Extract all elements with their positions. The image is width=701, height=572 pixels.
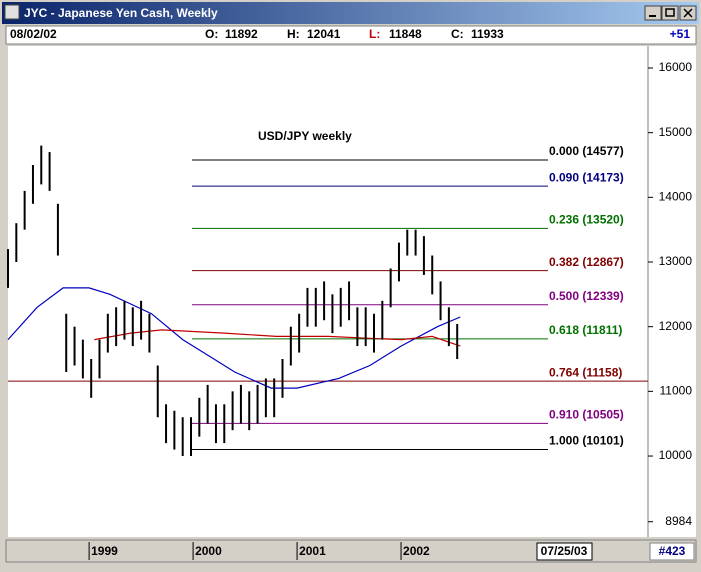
ohlc-label: L: bbox=[369, 27, 380, 41]
y-tick-label: 15000 bbox=[659, 125, 693, 139]
date-box-text: 07/25/03 bbox=[541, 544, 588, 558]
ohlc-value: 11892 bbox=[225, 27, 258, 41]
fib-label: 0.090 (14173) bbox=[549, 170, 624, 184]
fib-label: 0.764 (11158) bbox=[549, 365, 622, 379]
x-tick-label: 2000 bbox=[195, 544, 222, 558]
info-change: +51 bbox=[670, 27, 691, 41]
count-box bbox=[649, 542, 695, 561]
info-bar bbox=[5, 25, 697, 45]
y-axis-area bbox=[648, 46, 696, 537]
window-title: JYC - Japanese Yen Cash, Weekly bbox=[24, 6, 218, 20]
ohlc-value: 11848 bbox=[389, 27, 422, 41]
maximize-glyph bbox=[665, 8, 675, 17]
y-tick-label: 16000 bbox=[659, 60, 693, 74]
y-tick-label: 11000 bbox=[660, 384, 693, 398]
x-tick-label: 2002 bbox=[403, 544, 430, 558]
minimize-button[interactable] bbox=[644, 5, 662, 21]
moving-average bbox=[94, 329, 461, 347]
info-date: 08/02/02 bbox=[10, 27, 57, 41]
plot: 0.000 (14577) 0.090 (14173) 0.236 (13520) 0… bbox=[7, 144, 648, 457]
x-axis-bar bbox=[5, 539, 697, 563]
ohlc-label: O: bbox=[205, 27, 218, 41]
y-tick-label: 14000 bbox=[659, 190, 693, 204]
annotation: USD/JPY weekly bbox=[258, 129, 352, 143]
x-tick-label: 1999 bbox=[91, 544, 118, 558]
maximize-button[interactable] bbox=[661, 5, 679, 21]
y-tick-label: 12000 bbox=[659, 319, 693, 333]
fib-label: 0.618 (11811) bbox=[549, 323, 622, 337]
y-tick-label: 10000 bbox=[659, 448, 693, 462]
close-glyph bbox=[683, 8, 693, 18]
fib-label: 0.236 (13520) bbox=[549, 213, 624, 227]
date-box[interactable] bbox=[536, 542, 593, 561]
plot-area bbox=[8, 46, 648, 537]
moving-average bbox=[7, 287, 461, 389]
ohlc-label: C: bbox=[451, 27, 464, 41]
window-buttons bbox=[644, 5, 697, 21]
fib-label: 0.500 (12339) bbox=[549, 289, 624, 303]
fib-label: 0.000 (14577) bbox=[549, 144, 624, 158]
y-tick-label: 13000 bbox=[659, 254, 693, 268]
y-tick-label: 8984 bbox=[665, 514, 692, 528]
x-tick-label: 2001 bbox=[299, 544, 326, 558]
ohlc-fields: O: 11892 H: 12041 L: 11848 C: 11933 bbox=[205, 27, 504, 41]
fib-label: 0.910 (10505) bbox=[549, 408, 624, 422]
title-bar bbox=[2, 2, 699, 24]
fib-label: 1.000 (10101) bbox=[549, 434, 624, 448]
ohlc-value: 11933 bbox=[471, 27, 504, 41]
fib-label: 0.382 (12867) bbox=[549, 255, 624, 269]
ohlc-value: 12041 bbox=[307, 27, 341, 41]
app-icon bbox=[4, 4, 20, 20]
ohlc-label: H: bbox=[287, 27, 300, 41]
count-text: #423 bbox=[659, 544, 686, 558]
